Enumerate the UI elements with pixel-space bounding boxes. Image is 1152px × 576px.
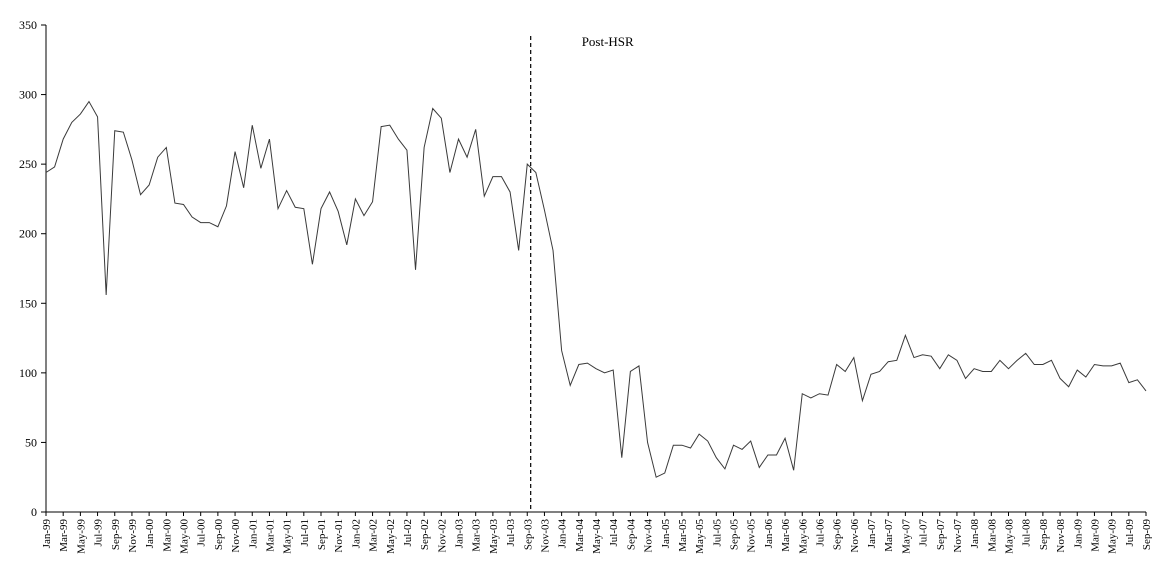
- x-tick-label: May-09: [1107, 519, 1119, 554]
- x-tick-label: Sep-03: [522, 519, 534, 551]
- y-tick-label: 250: [19, 157, 37, 171]
- x-tick-label: Jul-06: [814, 519, 826, 547]
- x-tick-label: Nov-08: [1055, 519, 1067, 553]
- x-tick-label: Jan-01: [247, 519, 259, 548]
- x-tick-label: May-08: [1004, 519, 1016, 554]
- x-tick-label: Nov-07: [952, 519, 964, 553]
- x-tick-label: May-07: [900, 519, 912, 554]
- x-tick-label: Mar-01: [264, 519, 276, 552]
- post-hsr-annotation: Post-HSR: [582, 34, 634, 49]
- x-tick-label: May-04: [591, 519, 603, 554]
- x-tick-label: Jan-08: [969, 519, 981, 549]
- y-tick-label: 150: [19, 296, 37, 310]
- x-tick-label: Mar-00: [161, 519, 173, 552]
- x-tick-label: Jan-04: [557, 519, 569, 549]
- x-tick-label: Mar-08: [986, 519, 998, 552]
- x-tick-label: Jul-02: [402, 519, 414, 547]
- x-tick-label: Mar-03: [471, 519, 483, 552]
- x-tick-label: Sep-07: [935, 519, 947, 551]
- x-tick-label: May-02: [385, 519, 397, 554]
- x-tick-label: Jul-08: [1021, 519, 1033, 547]
- x-tick-label: Mar-05: [677, 519, 689, 552]
- x-tick-label: Nov-00: [230, 519, 242, 553]
- x-tick-label: Jan-02: [350, 519, 362, 548]
- x-tick-label: Jan-07: [866, 519, 878, 549]
- x-tick-label: Jan-06: [763, 519, 775, 549]
- y-tick-label: 200: [19, 227, 37, 241]
- x-tick-label: Jul-05: [711, 519, 723, 547]
- x-tick-label: May-06: [797, 519, 809, 554]
- x-tick-label: Mar-04: [574, 519, 586, 552]
- y-tick-label: 0: [31, 505, 37, 519]
- y-tick-label: 50: [25, 435, 37, 449]
- x-tick-label: Jul-99: [93, 519, 105, 547]
- x-tick-label: Sep-09: [1141, 519, 1152, 551]
- x-tick-label: Sep-04: [625, 519, 637, 551]
- x-tick-label: Nov-06: [849, 519, 861, 553]
- x-tick-label: Mar-99: [58, 519, 70, 552]
- x-tick-label: Sep-01: [316, 519, 328, 550]
- x-axis: Jan-99 Mar-99 May-99 Jul-99 Sep-99 Nov-99 Jan-…: [41, 511, 1152, 554]
- x-tick-label: Nov-99: [127, 519, 139, 553]
- x-tick-label: Nov-04: [643, 519, 655, 553]
- x-tick-label: Mar-02: [368, 519, 380, 552]
- x-tick-label: Mar-09: [1089, 519, 1101, 552]
- x-tick-label: Nov-02: [436, 519, 448, 553]
- x-tick-label: Mar-07: [883, 519, 895, 552]
- y-tick-label: 300: [19, 88, 37, 102]
- x-tick-label: Sep-06: [832, 519, 844, 551]
- x-tick-label: Jul-03: [505, 519, 517, 547]
- x-tick-label: Jan-05: [660, 519, 672, 549]
- series-group: [45, 100, 1147, 478]
- y-axis: 0 50 100 150 200 250 300 350: [19, 18, 47, 519]
- x-tick-label: Nov-03: [539, 519, 551, 553]
- y-tick-label: 350: [19, 18, 37, 32]
- x-tick-label: Sep-05: [729, 519, 741, 551]
- x-tick-label: Jan-99: [41, 519, 53, 549]
- x-tick-label: Sep-08: [1038, 519, 1050, 551]
- x-tick-label: May-01: [282, 519, 294, 554]
- x-tick-label: Jul-04: [608, 519, 620, 547]
- x-tick-label: Jul-00: [196, 519, 208, 547]
- x-tick-label: Sep-99: [110, 519, 122, 551]
- x-tick-label: Jan-03: [454, 519, 466, 549]
- x-tick-label: May-99: [75, 519, 87, 554]
- x-tick-label: Sep-00: [213, 519, 225, 551]
- x-tick-label: May-05: [694, 519, 706, 554]
- y-tick-label: 100: [19, 366, 37, 380]
- x-tick-label: Sep-02: [419, 519, 431, 550]
- x-tick-label: Jul-07: [918, 519, 930, 547]
- x-tick-label: Jul-01: [299, 519, 311, 547]
- event-marker: Post-HSR: [530, 34, 634, 512]
- x-tick-label: Jul-09: [1124, 519, 1136, 547]
- x-tick-label: Jan-00: [144, 519, 156, 549]
- x-tick-label: Nov-05: [746, 519, 758, 553]
- x-tick-label: Nov-01: [333, 519, 345, 553]
- x-tick-label: May-00: [179, 519, 191, 554]
- x-tick-label: May-03: [488, 519, 500, 554]
- x-tick-label: Mar-06: [780, 519, 792, 552]
- series-line: [45, 100, 1147, 478]
- x-tick-label: Jan-09: [1072, 519, 1084, 549]
